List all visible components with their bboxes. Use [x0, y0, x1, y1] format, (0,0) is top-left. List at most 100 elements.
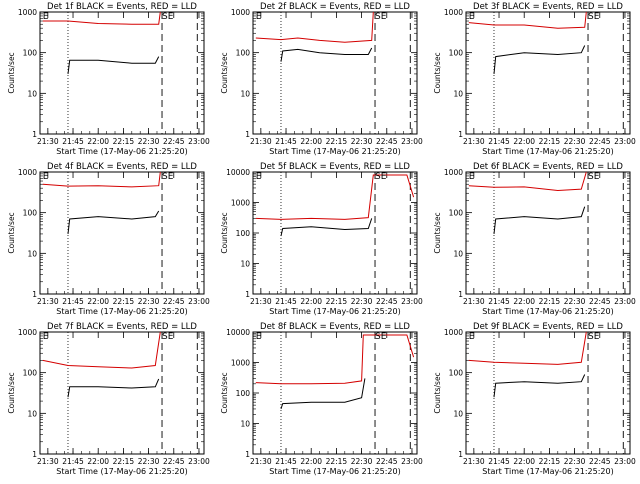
y-axis-label: Counts/sec	[7, 212, 16, 253]
y-tick-label: 1000	[18, 328, 37, 337]
x-tick-label: 21:30	[250, 457, 272, 466]
panel-det-8f: Det 8f BLACK = Events, RED = LLD 1 10 100 10…	[220, 322, 423, 476]
y-tick-label: 10	[240, 420, 250, 429]
y-tick-label: 1000	[18, 168, 37, 177]
x-tick-label: 22:30	[351, 457, 373, 466]
y-axis-label: Counts/sec	[433, 52, 442, 93]
x-tick-label: 21:45	[62, 457, 84, 466]
flag-label: E	[469, 12, 475, 22]
x-tick-label: 21:45	[62, 297, 84, 306]
x-tick-label: 22:00	[300, 137, 322, 146]
flag-label: SE	[375, 12, 387, 22]
events-series-line	[280, 47, 373, 62]
y-tick-label: 1	[458, 130, 463, 139]
plot-frame	[465, 11, 631, 135]
x-tick-label: 22:15	[326, 457, 348, 466]
x-tick-label: 22:30	[564, 297, 586, 306]
plot-frame	[465, 171, 631, 295]
plot-frame	[39, 11, 205, 135]
x-tick-label: 22:30	[138, 297, 160, 306]
panel-det-9f: Det 9f BLACK = Events, RED = LLD 1 10 100 10…	[433, 322, 636, 476]
y-axis-label: Counts/sec	[433, 212, 442, 253]
x-tick-label: 22:45	[589, 297, 611, 306]
lld-series-line	[255, 11, 374, 43]
y-tick-label: 10000	[226, 168, 250, 177]
lld-series-line	[42, 11, 161, 25]
x-tick-label: 22:15	[113, 297, 135, 306]
x-tick-label: 21:30	[463, 137, 485, 146]
x-tick-label: 22:45	[376, 457, 398, 466]
flag-label: E	[256, 172, 262, 182]
events-series-line	[67, 210, 160, 234]
chart-title: Det 6f BLACK = Events, RED = LLD	[473, 162, 623, 172]
x-tick-label: 23:00	[401, 297, 423, 306]
y-tick-label: 10	[240, 89, 250, 98]
lld-series-line	[255, 334, 415, 385]
x-tick-label: 23:00	[614, 137, 636, 146]
lld-series-line	[468, 171, 587, 192]
panel-det-2f: Det 2f BLACK = Events, RED = LLD 1 10 100 10…	[220, 2, 423, 156]
flag-label: E	[469, 172, 475, 182]
y-axis-label: Counts/sec	[220, 372, 229, 413]
y-tick-label: 10	[453, 89, 463, 98]
x-tick-label: 21:30	[463, 457, 485, 466]
plot-frame	[39, 331, 205, 455]
flag-label: SE	[162, 12, 174, 22]
x-tick-label: 22:15	[113, 137, 135, 146]
x-tick-label: 22:00	[513, 297, 535, 306]
x-tick-label: 23:00	[614, 457, 636, 466]
x-axis-label: Start Time (17-May-06 21:25:20)	[482, 467, 613, 476]
y-axis-label: Counts/sec	[7, 372, 16, 413]
x-tick-label: 22:00	[300, 297, 322, 306]
x-tick-label: 21:45	[275, 137, 297, 146]
y-tick-label: 100	[236, 389, 251, 398]
plot-frame	[39, 171, 205, 295]
y-tick-label: 100	[449, 369, 464, 378]
flag-label: SE	[588, 172, 600, 182]
y-tick-label: 100	[23, 369, 38, 378]
panel-det-3f: Det 3f BLACK = Events, RED = LLD 1 10 100 10…	[433, 2, 636, 156]
x-tick-label: 23:00	[401, 457, 423, 466]
y-tick-label: 1	[458, 290, 463, 299]
x-tick-label: 21:30	[37, 457, 59, 466]
flag-label: E	[43, 332, 49, 342]
x-tick-label: 21:45	[488, 297, 510, 306]
panel-det-1f: Det 1f BLACK = Events, RED = LLD 1 10 100 10…	[7, 2, 210, 156]
x-tick-label: 22:30	[138, 457, 160, 466]
x-tick-label: 21:30	[37, 137, 59, 146]
x-tick-label: 22:15	[326, 297, 348, 306]
y-tick-label: 1	[245, 290, 250, 299]
panel-det-6f: Det 6f BLACK = Events, RED = LLD 1 10 100 10…	[433, 162, 636, 316]
x-tick-label: 22:30	[138, 137, 160, 146]
flag-label: SE	[375, 172, 387, 182]
x-tick-label: 23:00	[188, 457, 210, 466]
x-tick-label: 21:45	[488, 137, 510, 146]
x-axis-label: Start Time (17-May-06 21:25:20)	[56, 307, 187, 316]
x-tick-label: 22:15	[539, 137, 561, 146]
y-tick-label: 100	[236, 229, 251, 238]
x-tick-label: 22:45	[163, 137, 185, 146]
chart-title: Det 9f BLACK = Events, RED = LLD	[473, 322, 623, 332]
y-tick-label: 1000	[444, 328, 463, 337]
flag-label: SE	[588, 332, 600, 342]
x-tick-label: 21:45	[62, 137, 84, 146]
x-tick-label: 23:00	[188, 137, 210, 146]
y-tick-label: 1000	[444, 168, 463, 177]
y-tick-label: 10	[240, 260, 250, 269]
x-tick-label: 21:45	[488, 457, 510, 466]
events-series-line	[280, 378, 366, 410]
chart-title: Det 1f BLACK = Events, RED = LLD	[47, 2, 197, 12]
x-axis-label: Start Time (17-May-06 21:25:20)	[269, 307, 400, 316]
panel-det-7f: Det 7f BLACK = Events, RED = LLD 1 10 100 10…	[7, 322, 210, 476]
panel-det-4f: Det 4f BLACK = Events, RED = LLD 1 10 100 10…	[7, 162, 210, 316]
flag-label: SE	[162, 332, 174, 342]
events-series-line	[67, 56, 160, 74]
chart-title: Det 7f BLACK = Events, RED = LLD	[47, 322, 197, 332]
flag-label: E	[469, 332, 475, 342]
y-tick-label: 1	[458, 450, 463, 459]
x-tick-label: 21:45	[275, 457, 297, 466]
x-tick-label: 22:15	[326, 137, 348, 146]
x-tick-label: 22:45	[589, 137, 611, 146]
